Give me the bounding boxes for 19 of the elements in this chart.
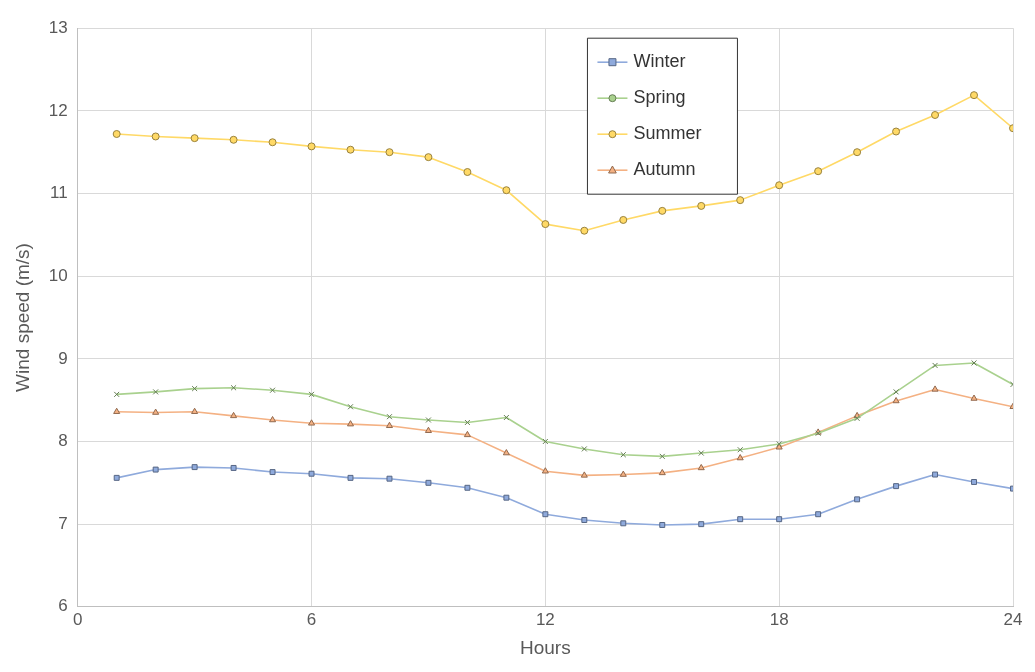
x-axis-title: Hours <box>520 636 571 658</box>
x-tick-label: 12 <box>535 609 555 629</box>
y-tick-label: 13 <box>48 17 68 37</box>
x-tick-label: 24 <box>1003 609 1023 629</box>
legend-label: Summer <box>633 123 702 144</box>
x-tick-label: 0 <box>72 609 83 629</box>
legend-label: Winter <box>633 51 686 72</box>
legend-label: Spring <box>633 87 686 108</box>
y-tick-label: 12 <box>48 100 68 120</box>
y-tick-label: 7 <box>58 513 68 533</box>
y-tick-label: 8 <box>58 431 68 451</box>
y-tick-label: 6 <box>58 596 68 616</box>
y-axis-title: Wind speed (m/s) <box>11 243 33 392</box>
legend-label: Autumn <box>633 159 696 180</box>
x-tick-label: 18 <box>769 609 789 629</box>
y-tick-label: 11 <box>50 183 68 203</box>
x-tick-label: 6 <box>306 609 317 629</box>
y-tick-label: 10 <box>48 265 68 285</box>
y-tick-label: 9 <box>58 348 68 368</box>
